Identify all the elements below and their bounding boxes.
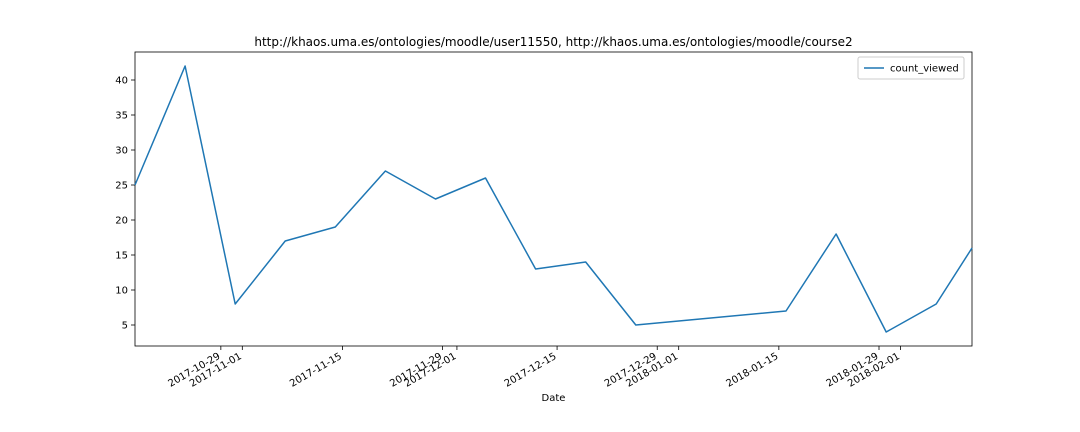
legend: count_viewed: [857, 56, 965, 80]
y-axis: 5 10 15 20 25 30 35 40: [115, 76, 135, 332]
x-tick-label: 2017-12-15: [503, 351, 559, 390]
y-tick-label: 40: [115, 76, 128, 87]
x-tick-label: 2018-01-15: [725, 351, 781, 390]
chart-title: http://khaos.uma.es/ontologies/moodle/us…: [254, 35, 852, 49]
plot-border: [134, 51, 973, 347]
y-tick-label: 5: [122, 321, 128, 332]
legend-label: count_viewed: [890, 64, 959, 75]
y-tick-label: 10: [115, 286, 128, 297]
legend-box: [857, 56, 965, 80]
x-axis-label: Date: [542, 393, 566, 404]
x-tick-label: 2017-11-15: [288, 351, 344, 390]
y-tick-label: 20: [115, 216, 128, 227]
plot-frame: [134, 51, 973, 347]
series-line-count_viewed: [134, 65, 973, 333]
series-layer: [134, 65, 973, 333]
y-tick-label: 25: [115, 181, 128, 192]
y-tick-label: 15: [115, 251, 128, 262]
y-tick-label: 35: [115, 111, 128, 122]
y-tick-label: 30: [115, 146, 128, 157]
